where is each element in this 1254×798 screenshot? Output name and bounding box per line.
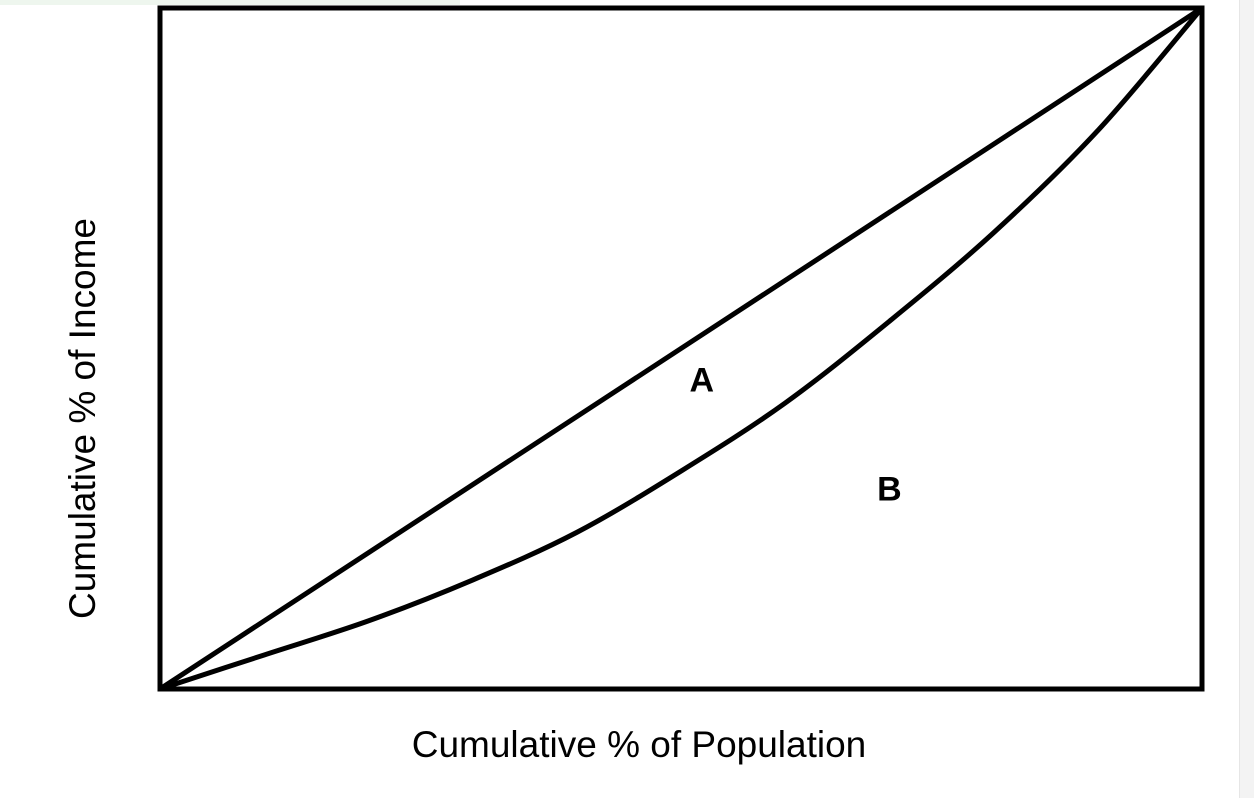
region-label-a: A	[690, 362, 715, 400]
x-axis-label: Cumulative % of Population	[412, 724, 867, 765]
series-layer	[158, 5, 1204, 692]
y-axis-label: Cumulative % of Income	[62, 218, 103, 619]
annotation-layer: AB	[690, 362, 902, 509]
plot-area-frame	[157, 5, 1205, 692]
top-edge-strip	[0, 0, 460, 5]
region-label-b: B	[877, 470, 902, 508]
lorenz-curve	[159, 6, 1204, 692]
scrollbar-track[interactable]	[1239, 0, 1254, 798]
line-of-equality	[158, 5, 1204, 692]
